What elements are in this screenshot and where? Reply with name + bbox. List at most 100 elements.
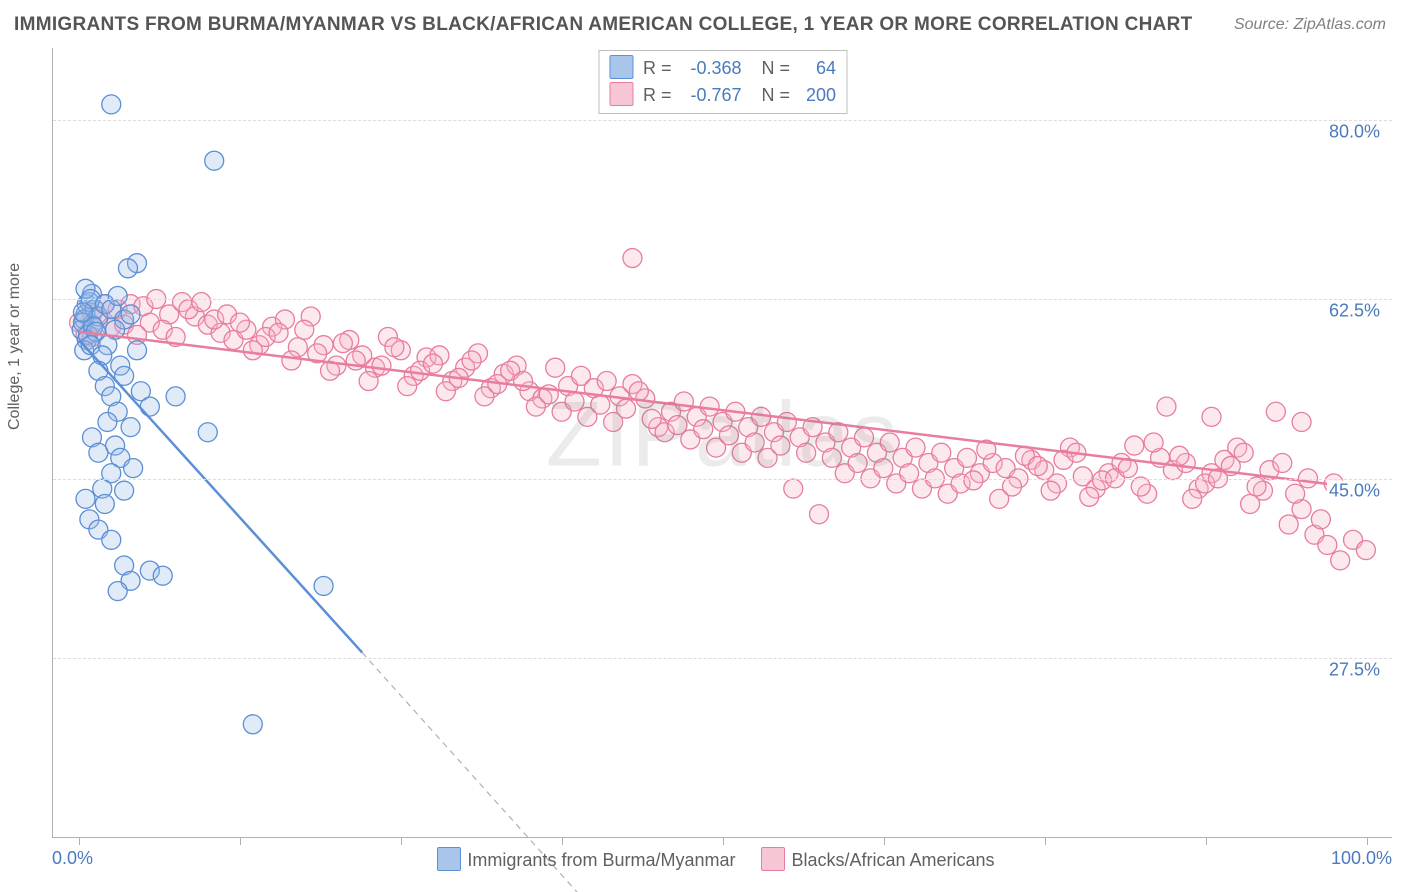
- plot-svg: [53, 48, 1392, 837]
- scatter-point: [89, 443, 108, 462]
- legend-swatch: [437, 847, 461, 871]
- scatter-point: [333, 334, 352, 353]
- scatter-point: [73, 303, 92, 322]
- scatter-point: [932, 443, 951, 462]
- scatter-point: [372, 356, 391, 375]
- scatter-point: [1247, 477, 1266, 496]
- stat-n-label: N =: [762, 55, 791, 82]
- scatter-point: [198, 423, 217, 442]
- source-label: Source: ZipAtlas.com: [1234, 16, 1386, 34]
- scatter-point: [1028, 457, 1047, 476]
- scatter-point: [1311, 510, 1330, 529]
- gridline: [53, 658, 1392, 659]
- scatter-point: [205, 151, 224, 170]
- scatter-point: [295, 320, 314, 339]
- scatter-point: [462, 351, 481, 370]
- scatter-point: [546, 358, 565, 377]
- scatter-point: [771, 436, 790, 455]
- scatter-point: [192, 293, 211, 312]
- stat-r-value: -0.767: [672, 82, 742, 109]
- scatter-point: [121, 418, 140, 437]
- stats-row: R = -0.368 N = 64: [609, 55, 836, 82]
- scatter-point: [269, 323, 288, 342]
- stat-n-value: 200: [790, 82, 836, 109]
- scatter-point: [108, 286, 127, 305]
- scatter-point: [565, 392, 584, 411]
- scatter-point: [230, 313, 249, 332]
- scatter-point: [140, 397, 159, 416]
- legend-swatch: [761, 847, 785, 871]
- stat-r-value: -0.368: [672, 55, 742, 82]
- x-tick: [401, 837, 402, 845]
- scatter-point: [880, 433, 899, 452]
- scatter-point: [95, 494, 114, 513]
- x-tick: [240, 837, 241, 845]
- scatter-point: [153, 566, 172, 585]
- legend-label: Blacks/African Americans: [791, 850, 994, 870]
- scatter-point: [1144, 433, 1163, 452]
- scatter-point: [1003, 477, 1022, 496]
- scatter-point: [1279, 515, 1298, 534]
- scatter-point: [98, 413, 117, 432]
- scatter-point: [1080, 487, 1099, 506]
- scatter-point: [1273, 454, 1292, 473]
- scatter-point: [1286, 484, 1305, 503]
- x-tick: [723, 837, 724, 845]
- scatter-point: [1318, 535, 1337, 554]
- scatter-point: [616, 399, 635, 418]
- scatter-point: [1292, 413, 1311, 432]
- scatter-point: [314, 576, 333, 595]
- y-tick-label: 62.5%: [1327, 301, 1382, 322]
- legend-swatch: [609, 55, 633, 79]
- legend-label: Immigrants from Burma/Myanmar: [467, 850, 735, 870]
- stats-legend-box: R = -0.368 N = 64R = -0.767N = 200: [598, 50, 847, 114]
- chart-title: IMMIGRANTS FROM BURMA/MYANMAR VS BLACK/A…: [14, 14, 1193, 36]
- scatter-point: [102, 530, 121, 549]
- scatter-point: [385, 338, 404, 357]
- x-tick: [884, 837, 885, 845]
- gridline: [53, 479, 1392, 480]
- scatter-point: [1131, 477, 1150, 496]
- scatter-point: [674, 392, 693, 411]
- x-tick: [1367, 837, 1368, 845]
- scatter-point: [784, 479, 803, 498]
- scatter-point: [822, 448, 841, 467]
- scatter-point: [1266, 402, 1285, 421]
- stat-r-label: R =: [643, 55, 672, 82]
- scatter-point: [423, 354, 442, 373]
- scatter-point: [719, 426, 738, 445]
- scatter-point: [964, 471, 983, 490]
- scatter-point: [874, 459, 893, 478]
- y-tick-label: 45.0%: [1327, 480, 1382, 501]
- scatter-point: [1183, 489, 1202, 508]
- scatter-point: [694, 420, 713, 439]
- scatter-point: [1041, 481, 1060, 500]
- x-tick: [562, 837, 563, 845]
- chart-area: ZIPatlas R = -0.368N = 64R = -0.767N = 2…: [52, 48, 1392, 838]
- y-axis-label: College, 1 year or more: [6, 263, 24, 430]
- scatter-point: [128, 341, 147, 360]
- scatter-point: [906, 438, 925, 457]
- scatter-point: [958, 448, 977, 467]
- legend-swatch: [609, 82, 633, 106]
- scatter-point: [115, 481, 134, 500]
- y-tick-label: 27.5%: [1327, 660, 1382, 681]
- x-tick: [79, 837, 80, 845]
- y-tick-label: 80.0%: [1327, 121, 1382, 142]
- scatter-point: [108, 582, 127, 601]
- scatter-point: [623, 249, 642, 268]
- scatter-point: [810, 505, 829, 524]
- scatter-point: [777, 413, 796, 432]
- scatter-point: [76, 489, 95, 508]
- x-tick: [1206, 837, 1207, 845]
- scatter-point: [1234, 443, 1253, 462]
- stat-n-value: 64: [790, 55, 836, 82]
- scatter-point: [848, 454, 867, 473]
- scatter-point: [855, 428, 874, 447]
- scatter-point: [398, 377, 417, 396]
- scatter-point: [797, 443, 816, 462]
- gridline: [53, 299, 1392, 300]
- stats-row: R = -0.767N = 200: [609, 82, 836, 109]
- bottom-legend: Immigrants from Burma/Myanmar Blacks/Afri…: [0, 847, 1406, 871]
- x-tick: [1045, 837, 1046, 845]
